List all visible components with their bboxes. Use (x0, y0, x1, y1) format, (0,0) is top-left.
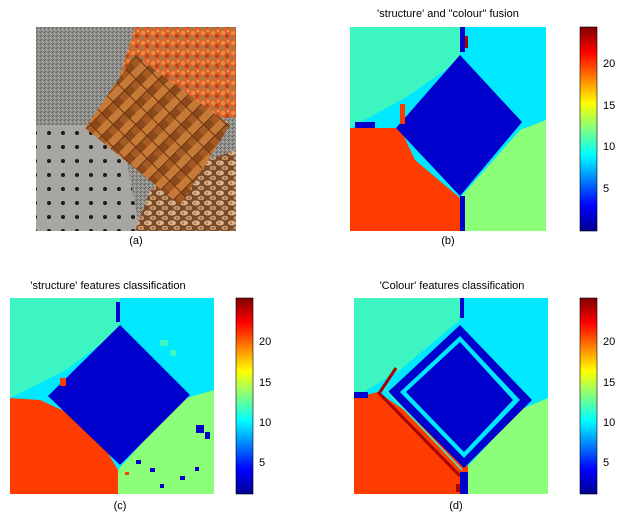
colorbar-b (579, 26, 598, 232)
panel-c-caption: (c) (114, 500, 127, 512)
segmentation-map-b (350, 27, 546, 231)
panel-d-caption: (d) (449, 500, 462, 512)
colorbar-c-tick-5: 5 (259, 457, 265, 469)
colorbar-c-tick-10: 10 (259, 417, 271, 429)
texture-mosaic-image (36, 27, 236, 231)
colorbar-c-tick-15: 15 (259, 377, 271, 389)
colorbar-d-tick-15: 15 (603, 377, 615, 389)
panel-a-caption: (a) (129, 235, 142, 247)
colorbar-d (579, 297, 598, 495)
colorbar-d-ticks: 5 10 15 20 (603, 336, 615, 469)
colorbar-d-tick-20: 20 (603, 336, 615, 348)
segmentation-map-d (354, 298, 548, 494)
colorbar-b-tick-15: 15 (603, 100, 615, 112)
panel-b-caption: (b) (441, 235, 454, 247)
woven-wicker-texture (85, 55, 230, 205)
colorbar-b-ticks: 5 10 15 20 (603, 58, 615, 195)
colorbar-b-tick-20: 20 (603, 58, 615, 70)
panel-b: 'structure' and "colour" fusion 5 10 15 … (350, 8, 615, 247)
colorbar-b-tick-5: 5 (603, 183, 609, 195)
colorbar-c-ticks: 5 10 15 20 (259, 336, 271, 469)
panel-d-title: 'Colour' features classification (380, 280, 525, 292)
segmentation-map-c (10, 298, 214, 494)
colorbar-d-tick-5: 5 (603, 457, 609, 469)
panel-d: 'Colour' features classification 5 10 15… (354, 280, 615, 512)
colorbar-b-tick-10: 10 (603, 141, 615, 153)
colorbar-d-tick-10: 10 (603, 417, 615, 429)
panel-a: (a) (36, 27, 236, 247)
colorbar-c (235, 297, 254, 495)
panel-c: 'structure' features classification 5 (10, 280, 271, 512)
colorbar-c-tick-20: 20 (259, 336, 271, 348)
panel-b-title: 'structure' and "colour" fusion (377, 8, 519, 20)
panel-c-title: 'structure' features classification (30, 280, 185, 292)
